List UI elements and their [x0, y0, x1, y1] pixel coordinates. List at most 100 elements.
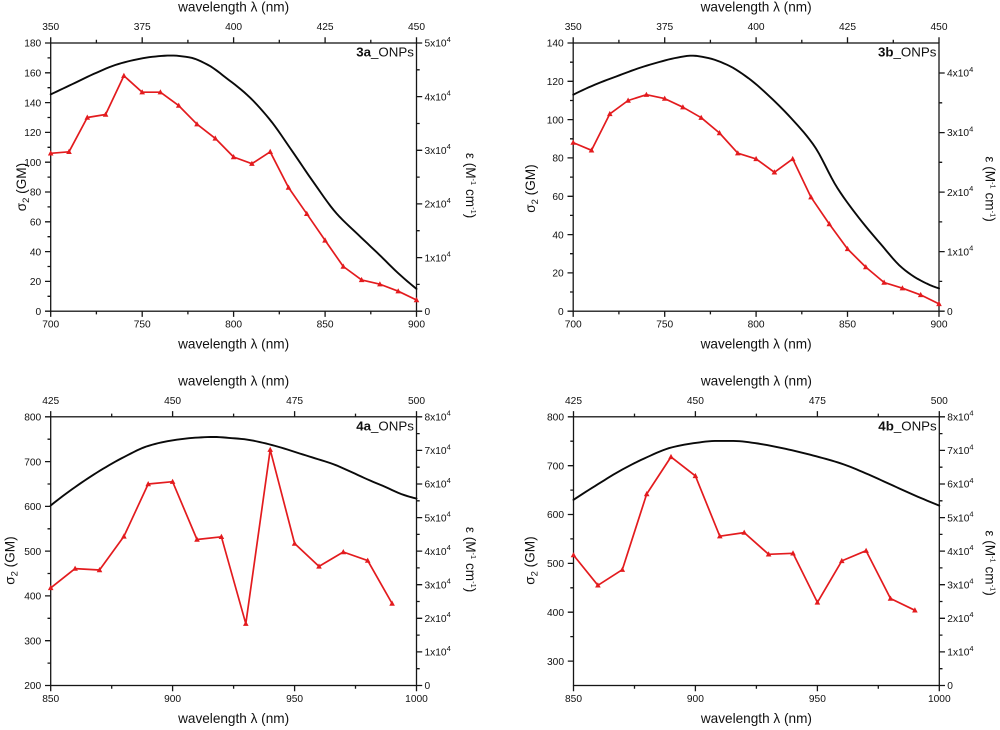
svg-text:180: 180	[24, 39, 41, 50]
svg-text:3b_ONPs: 3b_ONPs	[878, 45, 937, 60]
svg-text:800: 800	[225, 320, 242, 331]
svg-text:850: 850	[42, 694, 59, 705]
svg-text:850: 850	[565, 694, 582, 705]
svg-text:350: 350	[42, 22, 59, 33]
svg-text:5x104: 5x104	[425, 510, 451, 525]
svg-text:7x104: 7x104	[947, 442, 973, 457]
svg-text:450: 450	[164, 396, 181, 407]
svg-text:2x104: 2x104	[947, 610, 973, 625]
svg-text:1000: 1000	[928, 694, 951, 705]
svg-text:4x104: 4x104	[947, 65, 973, 80]
svg-text:600: 600	[547, 510, 564, 521]
svg-text:475: 475	[286, 396, 303, 407]
svg-text:wavelength λ (nm): wavelength λ (nm)	[700, 374, 812, 389]
svg-text:5x104: 5x104	[425, 35, 451, 50]
svg-text:1x104: 1x104	[947, 644, 973, 659]
svg-text:4b_ONPs: 4b_ONPs	[878, 418, 937, 433]
svg-text:40: 40	[30, 247, 42, 258]
svg-text:wavelength λ (nm): wavelength λ (nm)	[177, 0, 289, 15]
svg-text:120: 120	[24, 128, 41, 139]
svg-text:80: 80	[30, 188, 42, 199]
svg-text:40: 40	[552, 230, 564, 241]
svg-text:600: 600	[24, 502, 41, 513]
svg-text:3x104: 3x104	[947, 577, 973, 592]
svg-text:850: 850	[317, 320, 334, 331]
svg-text:900: 900	[164, 694, 181, 705]
svg-text:400: 400	[547, 608, 564, 619]
svg-text:0: 0	[425, 681, 431, 692]
svg-text:0: 0	[36, 307, 42, 318]
svg-text:20: 20	[552, 269, 564, 280]
svg-text:2x104: 2x104	[947, 184, 973, 199]
svg-text:300: 300	[24, 636, 41, 647]
svg-text:ε (M-1 cm-1): ε (M-1 cm-1)	[983, 530, 998, 595]
svg-text:400: 400	[748, 22, 765, 33]
svg-text:4x104: 4x104	[425, 89, 451, 104]
svg-text:450: 450	[931, 22, 948, 33]
svg-text:ε (M-1 cm-1): ε (M-1 cm-1)	[983, 156, 998, 221]
svg-text:3a_ONPs: 3a_ONPs	[356, 45, 414, 60]
svg-text:500: 500	[931, 396, 948, 407]
svg-text:950: 950	[809, 694, 826, 705]
svg-text:375: 375	[134, 22, 151, 33]
svg-text:20: 20	[30, 277, 42, 288]
svg-text:400: 400	[225, 22, 242, 33]
svg-text:2x104: 2x104	[425, 610, 451, 625]
svg-text:425: 425	[317, 22, 334, 33]
svg-text:375: 375	[656, 22, 673, 33]
svg-text:wavelength λ (nm): wavelength λ (nm)	[700, 711, 812, 726]
svg-text:425: 425	[42, 396, 59, 407]
svg-text:800: 800	[24, 413, 41, 424]
svg-text:1x104: 1x104	[425, 250, 451, 265]
svg-text:wavelength λ (nm): wavelength λ (nm)	[700, 0, 812, 15]
svg-text:700: 700	[565, 320, 582, 331]
svg-text:400: 400	[24, 592, 41, 603]
svg-text:3x104: 3x104	[947, 124, 973, 139]
svg-text:1x104: 1x104	[947, 244, 973, 259]
svg-text:450: 450	[687, 396, 704, 407]
svg-text:900: 900	[408, 320, 425, 331]
svg-text:3x104: 3x104	[425, 577, 451, 592]
svg-text:60: 60	[30, 218, 42, 229]
svg-text:0: 0	[947, 681, 953, 692]
svg-text:475: 475	[809, 396, 826, 407]
svg-text:1x104: 1x104	[425, 644, 451, 659]
svg-text:500: 500	[547, 559, 564, 570]
svg-text:425: 425	[839, 22, 856, 33]
svg-text:4x104: 4x104	[425, 543, 451, 558]
svg-text:300: 300	[547, 657, 564, 668]
svg-text:100: 100	[24, 158, 41, 169]
svg-text:wavelength λ (nm): wavelength λ (nm)	[177, 711, 289, 726]
svg-text:100: 100	[547, 115, 564, 126]
svg-text:700: 700	[42, 320, 59, 331]
svg-text:800: 800	[547, 413, 564, 424]
svg-text:80: 80	[552, 154, 564, 165]
svg-text:900: 900	[931, 320, 948, 331]
svg-text:wavelength λ (nm): wavelength λ (nm)	[177, 337, 289, 352]
svg-text:0: 0	[947, 307, 953, 318]
svg-text:750: 750	[134, 320, 151, 331]
svg-text:1000: 1000	[405, 694, 428, 705]
svg-text:60: 60	[552, 192, 564, 203]
svg-text:140: 140	[547, 39, 564, 50]
svg-text:350: 350	[565, 22, 582, 33]
svg-text:700: 700	[24, 457, 41, 468]
svg-text:4x104: 4x104	[947, 543, 973, 558]
svg-text:ε (M-1 cm-1): ε (M-1 cm-1)	[463, 153, 478, 218]
svg-text:850: 850	[839, 320, 856, 331]
svg-text:950: 950	[286, 694, 303, 705]
svg-text:0: 0	[558, 307, 564, 318]
svg-text:5x104: 5x104	[947, 510, 973, 525]
svg-text:ε (M-1 cm-1): ε (M-1 cm-1)	[463, 527, 478, 592]
svg-text:120: 120	[547, 77, 564, 88]
svg-text:160: 160	[24, 69, 41, 80]
svg-text:450: 450	[408, 22, 425, 33]
svg-text:wavelength λ (nm): wavelength λ (nm)	[177, 374, 289, 389]
svg-text:700: 700	[547, 461, 564, 472]
svg-text:900: 900	[687, 694, 704, 705]
svg-text:8x104: 8x104	[947, 409, 973, 424]
svg-text:500: 500	[24, 547, 41, 558]
svg-text:140: 140	[24, 98, 41, 109]
svg-text:0: 0	[425, 307, 431, 318]
svg-text:3x104: 3x104	[425, 142, 451, 157]
